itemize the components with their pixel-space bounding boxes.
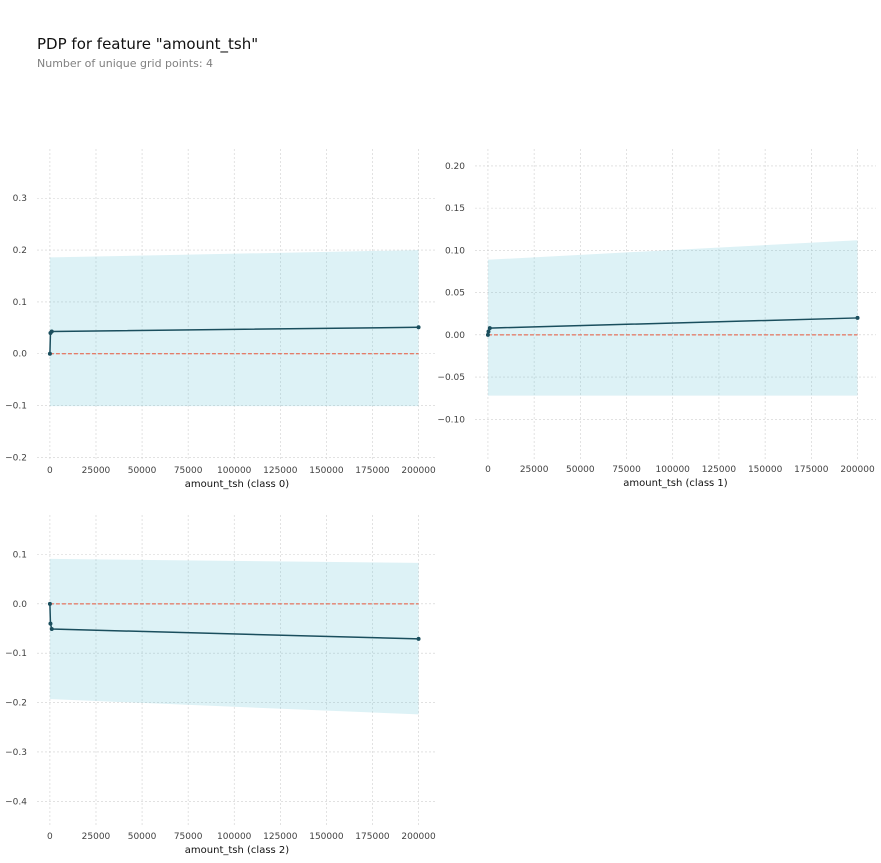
x-tick-label: 50000 xyxy=(128,466,157,476)
pdp-point xyxy=(47,351,52,356)
x-tick-label: 100000 xyxy=(656,465,691,475)
pdp-point xyxy=(49,627,54,632)
x-tick-label: 125000 xyxy=(702,465,737,475)
figure-subtitle: Number of unique grid points: 4 xyxy=(37,57,214,70)
y-tick-label: 0.1 xyxy=(13,298,27,308)
x-tick-label: 25000 xyxy=(82,466,111,476)
x-tick-label: 75000 xyxy=(612,465,641,475)
x-tick-label: 200000 xyxy=(840,465,875,475)
x-tick-label: 100000 xyxy=(217,466,252,476)
x-axis-label: amount_tsh (class 0) xyxy=(185,479,289,490)
confidence-band xyxy=(49,250,419,407)
y-tick-label: 0.15 xyxy=(445,204,465,214)
y-tick-label: −0.2 xyxy=(5,453,27,463)
chart-class-0: 0 25000 50000 75000 100000 125000 150000 175000… xyxy=(5,149,437,490)
y-tick-label: 0.10 xyxy=(445,246,465,256)
x-tick-label: 150000 xyxy=(309,466,344,476)
y-tick-label: 0.0 xyxy=(13,600,28,610)
confidence-band xyxy=(487,240,858,396)
y-tick-label: −0.1 xyxy=(5,649,27,659)
x-tick-label: 50000 xyxy=(128,832,157,842)
y-tick-label: −0.2 xyxy=(5,699,27,709)
x-tick-label: 0 xyxy=(485,465,491,475)
confidence-band xyxy=(49,558,419,715)
x-tick-label: 125000 xyxy=(263,466,298,476)
pdp-point xyxy=(49,329,54,334)
x-tick-label: 200000 xyxy=(401,832,436,842)
x-axis-label: amount_tsh (class 2) xyxy=(185,845,289,856)
pdp-line xyxy=(49,603,419,640)
y-tick-label: −0.3 xyxy=(5,748,27,758)
x-tick-label: 0 xyxy=(47,832,53,842)
pdp-point xyxy=(486,329,491,334)
x-tick-label: 175000 xyxy=(355,466,390,476)
x-tick-label: 175000 xyxy=(794,465,829,475)
x-tick-label: 150000 xyxy=(309,832,344,842)
y-tick-label: −0.05 xyxy=(437,373,465,383)
x-tick-label: 0 xyxy=(47,466,53,476)
y-tick-label: 0.05 xyxy=(445,289,465,299)
figure-title: PDP for feature "amount_tsh" xyxy=(37,35,259,53)
y-tick-label: −0.10 xyxy=(437,415,465,425)
x-tick-label: 100000 xyxy=(217,832,252,842)
pdp-point xyxy=(48,621,53,626)
x-tick-label: 150000 xyxy=(748,465,783,475)
y-tick-label: −0.1 xyxy=(5,402,27,412)
x-tick-label: 125000 xyxy=(263,832,298,842)
x-tick-label: 200000 xyxy=(401,466,436,476)
x-tick-label: 75000 xyxy=(174,832,203,842)
y-tick-label: 0.1 xyxy=(13,550,27,560)
x-axis-label: amount_tsh (class 1) xyxy=(623,478,727,489)
pdp-point xyxy=(47,601,52,606)
x-tick-label: 25000 xyxy=(520,465,549,475)
chart-class-2: 0 25000 50000 75000 100000 125000 150000 175000… xyxy=(5,515,437,856)
pdp-point xyxy=(416,636,421,641)
pdp-point xyxy=(855,315,860,320)
pdp-point xyxy=(485,332,490,337)
y-tick-label: −0.4 xyxy=(5,797,27,807)
x-tick-label: 175000 xyxy=(355,832,390,842)
y-tick-label: 0.2 xyxy=(13,246,27,256)
x-tick-label: 75000 xyxy=(174,466,203,476)
y-tick-label: 0.20 xyxy=(445,162,465,172)
y-tick-label: 0.0 xyxy=(13,350,28,360)
y-tick-label: 0.3 xyxy=(13,194,27,204)
x-tick-label: 25000 xyxy=(82,832,111,842)
pdp-point xyxy=(416,325,421,330)
x-tick-label: 50000 xyxy=(566,465,595,475)
chart-class-1: 0 25000 50000 75000 100000 125000 150000 175000… xyxy=(437,149,876,489)
y-tick-label: 0.00 xyxy=(445,331,465,341)
pdp-point xyxy=(487,326,492,331)
